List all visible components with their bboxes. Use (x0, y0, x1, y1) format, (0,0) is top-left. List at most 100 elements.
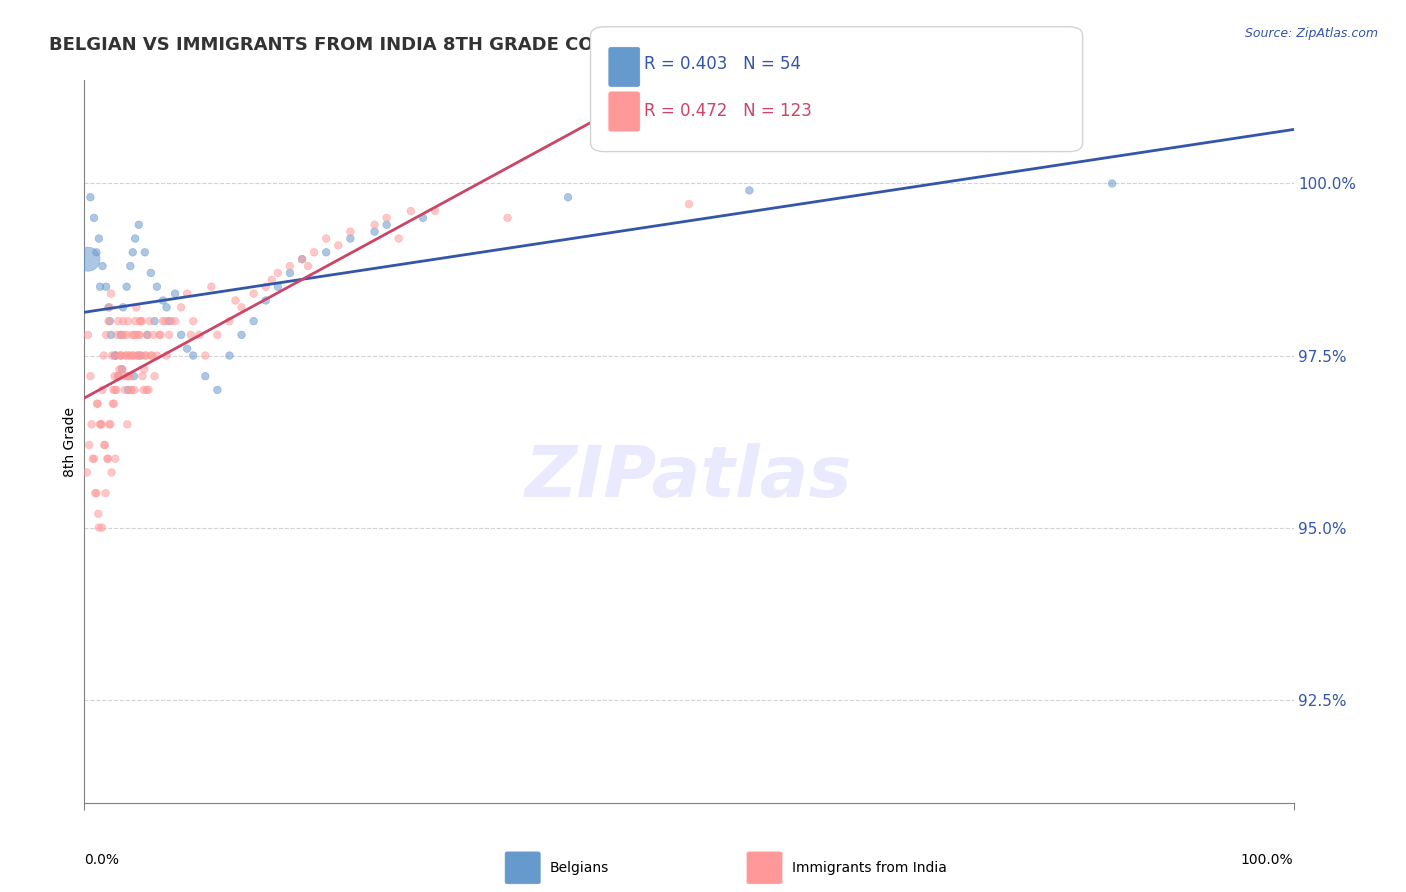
Point (128, 218, 150, 232)
Point (143, 369, 166, 384)
Text: Belgians: Belgians (550, 861, 609, 875)
Point (127, 349, 149, 363)
Point (132, 383, 155, 397)
Point (104, 349, 127, 363)
Point (124, 314, 146, 328)
Point (83, 211, 105, 225)
Point (107, 314, 129, 328)
Point (278, 266, 301, 280)
Point (111, 362, 134, 376)
Point (131, 369, 153, 384)
Point (165, 314, 187, 328)
Point (87, 507, 110, 521)
Point (108, 349, 131, 363)
Point (110, 327, 132, 342)
Point (121, 383, 143, 397)
Point (496, 211, 519, 225)
Point (129, 314, 152, 328)
Point (96, 451, 118, 466)
Text: Immigrants from India: Immigrants from India (792, 861, 946, 875)
Point (242, 286, 264, 301)
Point (97, 451, 120, 466)
Point (93, 349, 115, 363)
Text: 0.0%: 0.0% (84, 854, 120, 867)
Point (103, 383, 125, 397)
Point (117, 369, 139, 384)
Point (134, 245, 156, 260)
Point (100, 327, 122, 342)
Point (98, 301, 121, 315)
Point (302, 245, 325, 260)
Point (97, 301, 120, 315)
Point (76, 466, 98, 480)
Point (139, 349, 162, 363)
Point (388, 231, 411, 245)
Point (86, 397, 108, 411)
Y-axis label: 8th Grade: 8th Grade (63, 407, 77, 476)
Point (412, 211, 434, 225)
Point (104, 383, 127, 397)
Point (120, 369, 142, 384)
Point (94, 279, 117, 293)
Point (98, 417, 121, 432)
Point (138, 314, 160, 328)
Point (91, 259, 114, 273)
Point (157, 327, 180, 342)
Point (135, 349, 157, 363)
Point (260, 273, 283, 287)
Point (125, 301, 148, 315)
Point (111, 327, 134, 342)
Text: BELGIAN VS IMMIGRANTS FROM INDIA 8TH GRADE CORRELATION CHART: BELGIAN VS IMMIGRANTS FROM INDIA 8TH GRA… (49, 36, 780, 54)
Point (134, 349, 156, 363)
Point (110, 349, 132, 363)
Point (105, 327, 128, 342)
Point (114, 383, 136, 397)
Point (79, 369, 101, 384)
Point (339, 231, 361, 245)
Point (129, 349, 152, 363)
Point (122, 327, 145, 342)
Point (267, 266, 290, 280)
Point (103, 397, 125, 411)
Point (291, 252, 314, 267)
Point (135, 383, 157, 397)
Point (146, 349, 169, 363)
Point (181, 314, 204, 328)
Point (152, 314, 174, 328)
Point (207, 327, 229, 342)
Point (176, 286, 198, 301)
Point (89, 417, 111, 432)
Point (104, 451, 127, 466)
Point (77, 438, 100, 452)
Point (112, 369, 135, 384)
Point (108, 362, 131, 376)
Point (91, 383, 114, 397)
Point (112, 301, 135, 315)
Point (231, 327, 253, 342)
Point (87, 520, 110, 534)
Point (90, 417, 112, 432)
Point (94, 327, 117, 342)
Point (120, 259, 142, 273)
Point (94, 438, 117, 452)
Point (181, 349, 204, 363)
Point (124, 383, 146, 397)
Point (200, 279, 222, 293)
Point (129, 349, 152, 363)
Point (121, 245, 143, 260)
Text: R = 0.403   N = 54: R = 0.403 N = 54 (644, 55, 801, 73)
Point (363, 218, 385, 232)
Point (170, 301, 193, 315)
Point (107, 369, 129, 384)
Point (122, 369, 145, 384)
Point (142, 327, 165, 342)
Point (143, 314, 166, 328)
Point (124, 231, 146, 245)
Point (117, 369, 139, 384)
Point (112, 314, 135, 328)
Point (188, 327, 211, 342)
Point (231, 301, 253, 315)
Point (363, 225, 385, 239)
Point (86, 245, 108, 260)
Point (100, 286, 122, 301)
